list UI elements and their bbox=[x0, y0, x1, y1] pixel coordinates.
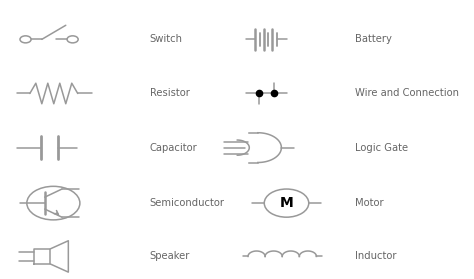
Text: Motor: Motor bbox=[355, 198, 383, 208]
Text: M: M bbox=[280, 196, 293, 210]
Text: Switch: Switch bbox=[150, 34, 182, 44]
Text: Wire and Connection: Wire and Connection bbox=[355, 88, 459, 98]
Text: Semiconductor: Semiconductor bbox=[150, 198, 225, 208]
Text: Battery: Battery bbox=[355, 34, 392, 44]
Text: Logic Gate: Logic Gate bbox=[355, 143, 408, 153]
Text: Capacitor: Capacitor bbox=[150, 143, 197, 153]
Text: Resistor: Resistor bbox=[150, 88, 190, 98]
Text: Inductor: Inductor bbox=[355, 251, 396, 261]
Text: Speaker: Speaker bbox=[150, 251, 190, 261]
